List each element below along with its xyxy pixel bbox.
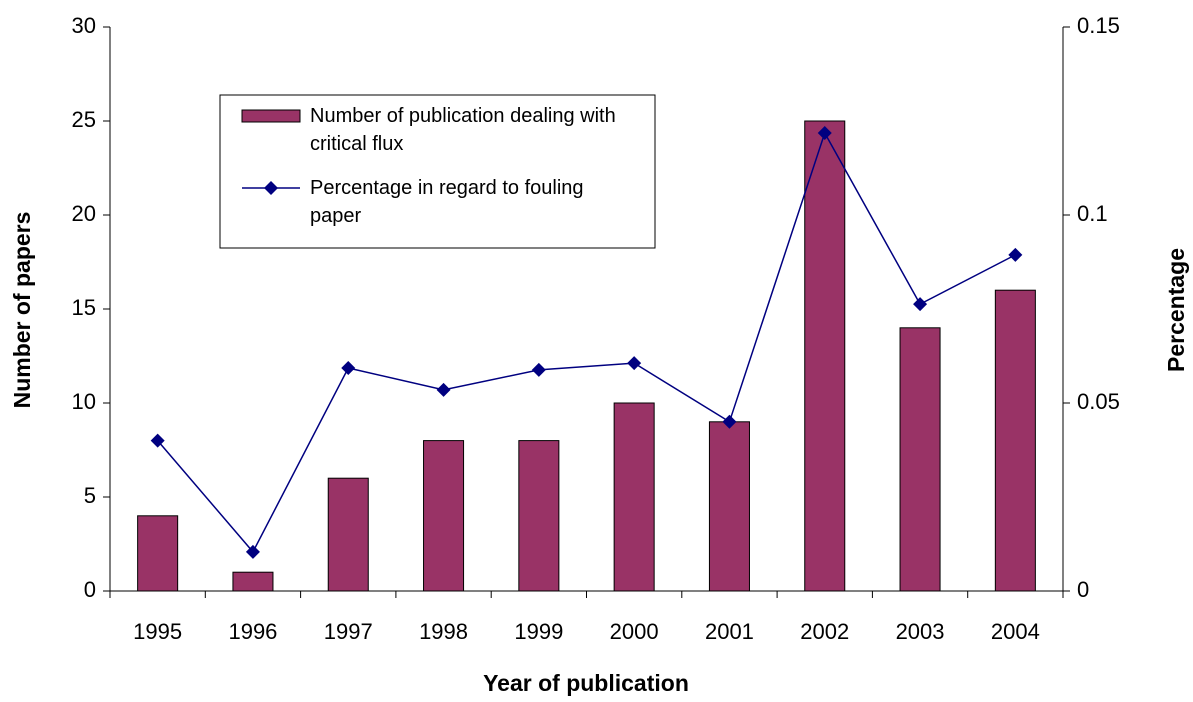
x-tick-label: 2003 bbox=[896, 619, 945, 644]
x-tick-label: 2004 bbox=[991, 619, 1040, 644]
bar bbox=[232, 571, 274, 592]
bar bbox=[994, 289, 1036, 592]
legend-label: Percentage in regard to fouling paper bbox=[310, 177, 584, 227]
bar bbox=[899, 327, 941, 592]
bar bbox=[137, 515, 179, 592]
y-tick-label: 20 bbox=[72, 201, 96, 226]
marker bbox=[627, 356, 642, 371]
y-tick-label: 0 bbox=[84, 577, 96, 602]
bar bbox=[708, 421, 750, 592]
bar bbox=[423, 440, 465, 592]
legend-label: Number of publication dealing with criti… bbox=[310, 105, 616, 155]
x-tick-label: 2002 bbox=[800, 619, 849, 644]
bar bbox=[804, 120, 846, 592]
legend-swatch-bar bbox=[241, 109, 301, 123]
y-tick-label: 30 bbox=[72, 13, 96, 38]
y-tick-label: 5 bbox=[84, 483, 96, 508]
x-tick-label: 1995 bbox=[133, 619, 182, 644]
y-tick-label: 15 bbox=[72, 295, 96, 320]
y2-tick-label: 0.05 bbox=[1077, 389, 1120, 414]
y2-tick-label: 0.1 bbox=[1077, 201, 1108, 226]
x-tick-label: 2001 bbox=[705, 619, 754, 644]
marker bbox=[436, 382, 451, 397]
bar bbox=[613, 402, 655, 592]
marker bbox=[531, 362, 546, 377]
x-tick-label: 1998 bbox=[419, 619, 468, 644]
marker bbox=[913, 297, 928, 312]
marker bbox=[150, 433, 165, 448]
legend-swatch-marker bbox=[264, 181, 278, 195]
x-axis-title: Year of publication bbox=[483, 670, 689, 696]
marker bbox=[245, 544, 260, 559]
x-tick-label: 1997 bbox=[324, 619, 373, 644]
marker bbox=[341, 361, 356, 376]
y-tick-label: 25 bbox=[72, 107, 96, 132]
bar bbox=[327, 477, 369, 592]
y-axis-title: Number of papers bbox=[9, 212, 35, 409]
y2-axis-title: Percentage bbox=[1163, 248, 1189, 372]
marker bbox=[817, 126, 832, 141]
line bbox=[157, 131, 1016, 554]
y-tick-label: 10 bbox=[72, 389, 96, 414]
y2-tick-label: 0.15 bbox=[1077, 13, 1120, 38]
x-tick-label: 2000 bbox=[610, 619, 659, 644]
marker bbox=[1008, 247, 1023, 262]
bar bbox=[518, 440, 560, 592]
y2-tick-label: 0 bbox=[1077, 577, 1089, 602]
x-tick-label: 1996 bbox=[228, 619, 277, 644]
x-tick-label: 1999 bbox=[514, 619, 563, 644]
marker bbox=[722, 414, 737, 429]
